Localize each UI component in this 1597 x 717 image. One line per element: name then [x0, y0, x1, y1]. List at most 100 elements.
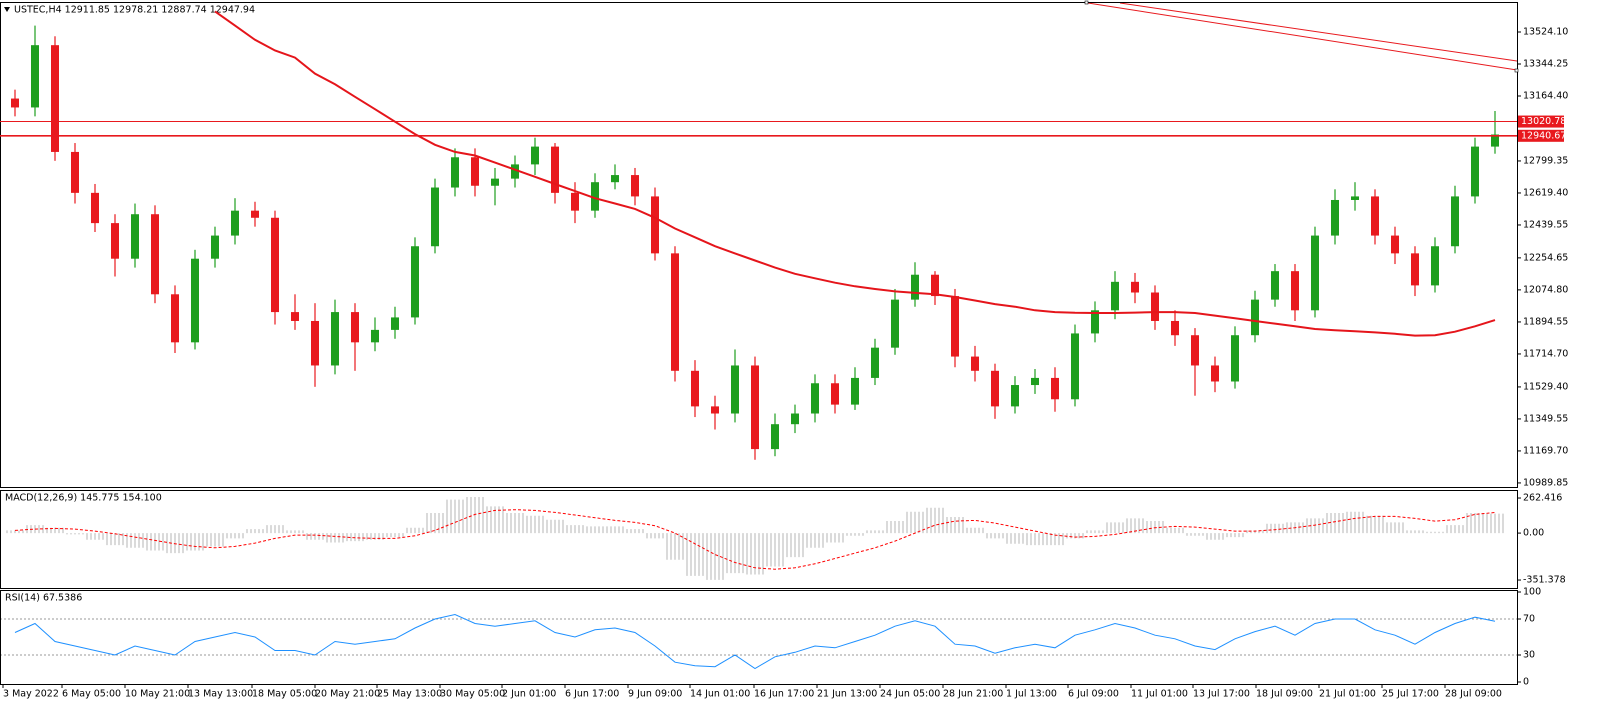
candle-body	[1151, 292, 1159, 321]
candle-body	[391, 317, 399, 330]
candle-body	[651, 196, 659, 254]
candle-body	[1251, 299, 1259, 336]
plot-area	[11, 10, 1499, 460]
moving-average	[214, 10, 1496, 337]
candle-body	[591, 182, 599, 211]
candle-body	[1371, 196, 1379, 236]
candle-body	[1051, 377, 1059, 400]
y-tick-label: 10989.85	[1523, 477, 1568, 488]
x-tick-label: 6 May 05:00	[62, 689, 121, 700]
candle-body	[1111, 281, 1119, 311]
candle-body	[171, 294, 179, 343]
x-tick-label: 2 Jun 01:00	[502, 689, 556, 700]
y-tick-label: 13344.25	[1523, 58, 1568, 69]
candle-body	[431, 187, 439, 247]
candle-body	[1491, 134, 1499, 147]
candle-body	[1191, 335, 1199, 366]
candle-body	[11, 98, 19, 108]
candle-body	[211, 235, 219, 259]
candle-body	[691, 370, 699, 407]
x-tick-label: 16 Jun 17:00	[754, 689, 814, 700]
x-tick-label: 18 Jul 09:00	[1256, 689, 1313, 700]
x-tick-label: 1 Jul 13:00	[1006, 689, 1057, 700]
trend-line	[1087, 3, 1517, 71]
candle-body	[831, 383, 839, 405]
candle-body	[791, 413, 799, 425]
candle-body	[871, 347, 879, 378]
y-tick-label: 13524.10	[1523, 26, 1568, 37]
candle-body	[551, 146, 559, 193]
x-tick-label: 30 May 05:00	[440, 689, 505, 700]
candle-body	[91, 192, 99, 224]
candle-body	[891, 299, 899, 348]
x-tick-label: 11 Jul 01:00	[1131, 689, 1188, 700]
candle-body	[331, 312, 339, 366]
candle-body	[491, 178, 499, 186]
x-tick-label: 20 May 21:00	[315, 689, 380, 700]
y-tick-label: 12254.65	[1523, 252, 1568, 263]
rsi-line	[14, 613, 1496, 670]
y-tick-label: 100	[1523, 587, 1541, 598]
x-tick-label: 28 Jul 09:00	[1445, 689, 1502, 700]
y-tick-label: 11529.40	[1523, 381, 1568, 392]
candle-body	[1011, 385, 1019, 407]
candle-body	[611, 175, 619, 183]
y-tick-label: 12619.40	[1523, 187, 1568, 198]
y-tick-label: 0.00	[1523, 528, 1544, 539]
x-tick-label: 3 May 2022	[3, 689, 59, 700]
y-tick-label: -351.378	[1523, 575, 1566, 586]
y-tick-label: 13164.40	[1523, 90, 1568, 101]
y-tick-label: 0	[1523, 677, 1529, 688]
candle-body	[1411, 253, 1419, 286]
trend-anchor	[1514, 68, 1519, 73]
x-tick-label: 13 Jul 17:00	[1193, 689, 1250, 700]
x-tick-label: 6 Jun 17:00	[565, 689, 619, 700]
candle-body	[111, 223, 119, 259]
candle-body	[771, 424, 779, 450]
price-label-box	[1518, 129, 1564, 142]
y-tick-label: 11349.55	[1523, 413, 1568, 424]
y-tick-label: 11894.55	[1523, 316, 1568, 327]
candle-body	[1271, 271, 1279, 300]
candle-body	[1091, 310, 1099, 334]
candle-body	[531, 146, 539, 165]
trend-line	[1119, 3, 1517, 62]
candle-body	[1391, 235, 1399, 254]
candle-body	[291, 312, 299, 321]
candle-body	[671, 253, 679, 371]
candle-body	[991, 370, 999, 407]
x-tick-label: 18 May 05:00	[252, 689, 317, 700]
x-tick-label: 25 May 13:00	[377, 689, 442, 700]
candle-body	[971, 356, 979, 371]
y-tick-label: 30	[1523, 650, 1535, 661]
candle-body	[71, 151, 79, 193]
candle-body	[371, 329, 379, 343]
candle-body	[511, 164, 519, 179]
candle-body	[131, 214, 139, 259]
x-tick-label: 9 Jun 09:00	[628, 689, 682, 700]
title-marker	[4, 7, 10, 12]
macd-title: MACD(12,26,9) 145.775 154.100	[5, 493, 162, 504]
x-tick-label: 13 May 13:00	[188, 689, 253, 700]
rsi-panel	[0, 590, 1518, 685]
candle-body	[1351, 196, 1359, 200]
plot-area	[1, 613, 1517, 670]
candle-body	[471, 157, 479, 186]
y-tick-label: 11714.70	[1523, 348, 1568, 359]
candle-body	[1131, 281, 1139, 293]
price-label: 12940.67	[1521, 130, 1566, 141]
candle-body	[1231, 335, 1239, 382]
x-tick-label: 10 May 21:00	[125, 689, 190, 700]
candle-body	[851, 377, 859, 405]
candle-body	[811, 383, 819, 414]
y-tick-label: 11169.70	[1523, 445, 1568, 456]
candle-body	[1451, 196, 1459, 247]
candle-body	[1431, 246, 1439, 286]
y-tick-label: 12074.80	[1523, 284, 1568, 295]
candle-body	[1171, 320, 1179, 336]
candle-body	[1291, 271, 1299, 311]
macd-panel	[0, 490, 1518, 589]
x-tick-label: 6 Jul 09:00	[1068, 689, 1119, 700]
candle-body	[951, 296, 959, 357]
candle-body	[711, 406, 719, 414]
